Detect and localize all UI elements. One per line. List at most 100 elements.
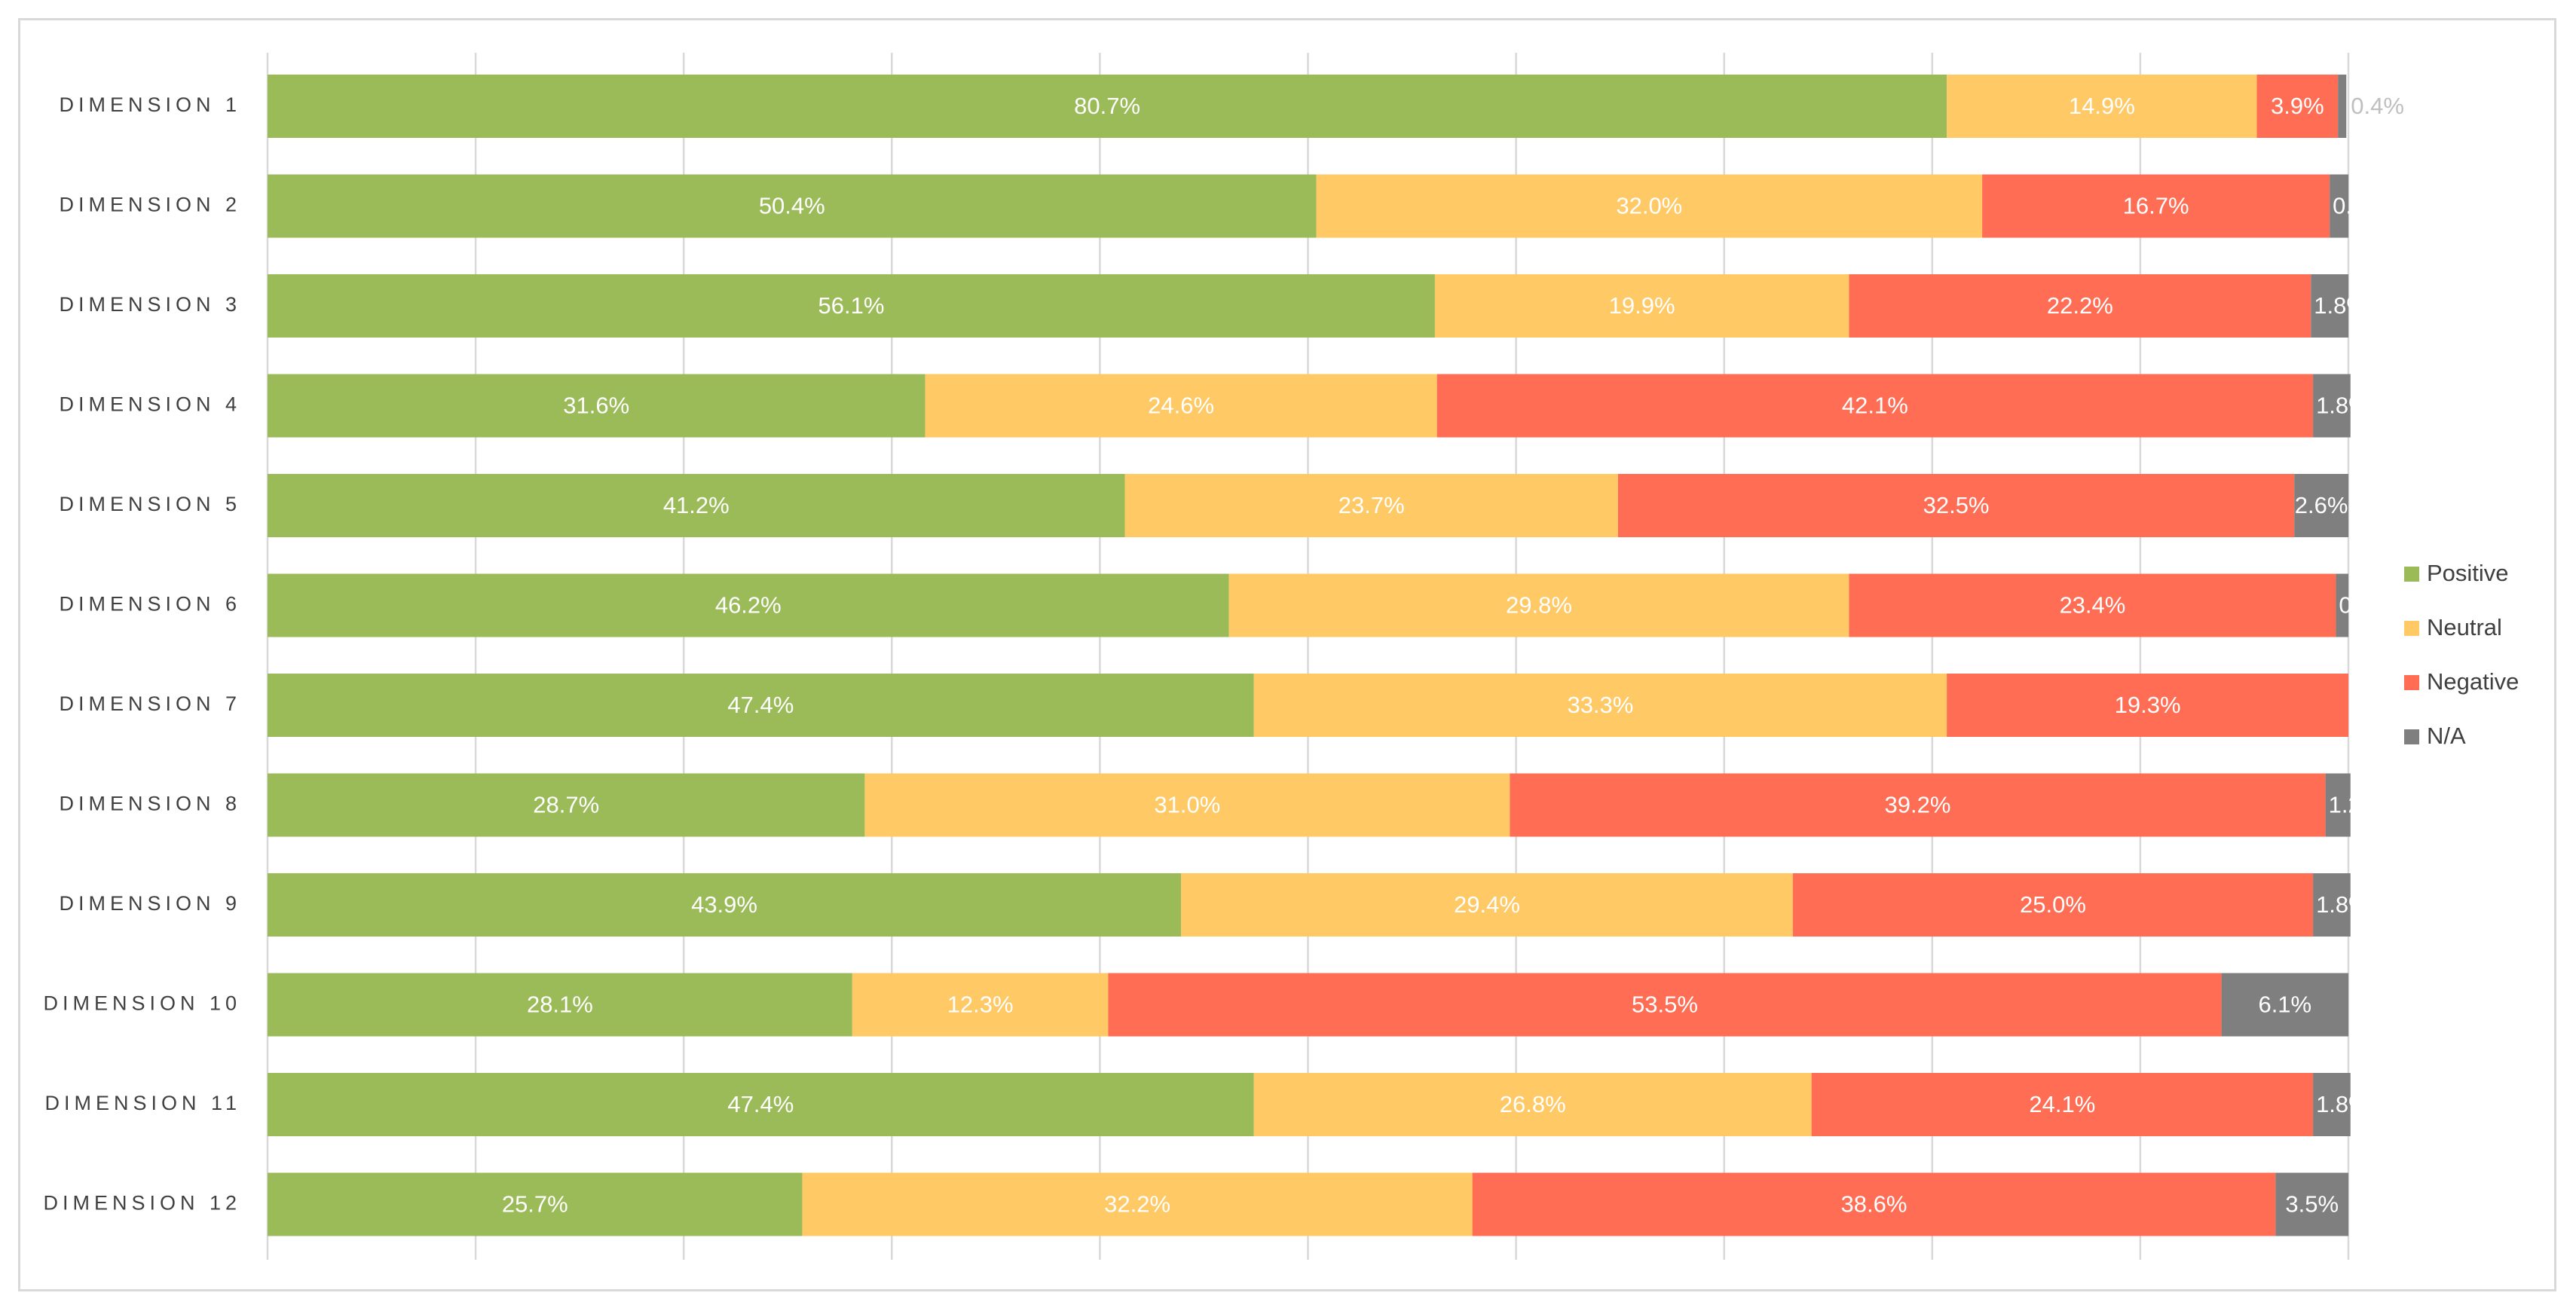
- data-label: 31.6%: [563, 393, 629, 419]
- legend-swatch: [2404, 729, 2419, 744]
- category-label: DIMENSION 6: [59, 593, 241, 616]
- data-label: 24.1%: [2029, 1091, 2095, 1117]
- bar-segment-neutral: [1253, 1073, 1812, 1136]
- bar-segment-positive: [268, 75, 1947, 138]
- data-label: 14.9%: [2069, 93, 2135, 119]
- category-label: DIMENSION 2: [59, 194, 241, 216]
- category-label: DIMENSION 12: [43, 1192, 241, 1215]
- data-label: 0.4%: [2351, 93, 2404, 119]
- bar-segment-neutral: [802, 1172, 1473, 1236]
- bar-segment-positive: [268, 573, 1229, 637]
- bar-segment-negative: [1472, 1172, 2276, 1236]
- bar-segment-negative: [2256, 75, 2339, 138]
- bar-segment-positive: [268, 374, 925, 438]
- data-label: 29.8%: [1506, 592, 1572, 619]
- bar-segment-negative: [1947, 674, 2348, 737]
- bar-segment-negative: [1436, 374, 2314, 438]
- data-label: 46.2%: [715, 592, 782, 619]
- bar-segment-na: [2336, 573, 2348, 637]
- data-label: 47.4%: [727, 692, 794, 718]
- data-label: 12.3%: [947, 992, 1014, 1018]
- data-label: 56.1%: [818, 292, 885, 319]
- bar-segment-positive: [268, 174, 1317, 238]
- bar-segment-neutral: [864, 773, 1510, 837]
- data-label: 23.7%: [1338, 492, 1405, 518]
- bar-segment-na: [2338, 75, 2347, 138]
- category-label: DIMENSION 8: [59, 793, 241, 815]
- bar-segment-neutral: [1253, 674, 1947, 737]
- bar-segment-neutral: [1181, 873, 1793, 937]
- data-label: 25.7%: [502, 1191, 568, 1218]
- data-label: 50.4%: [759, 193, 825, 219]
- data-label: 47.4%: [727, 1091, 794, 1117]
- data-label: 28.7%: [533, 792, 599, 818]
- data-label: 32.5%: [1923, 492, 1990, 518]
- data-label: 80.7%: [1074, 93, 1140, 119]
- bar-segment-na: [2330, 174, 2348, 238]
- data-label: 26.8%: [1500, 1091, 1566, 1117]
- bar-segment-na: [2294, 474, 2348, 537]
- bar-segment-positive: [268, 973, 852, 1037]
- category-label: DIMENSION 11: [44, 1092, 241, 1114]
- bar-segment-negative: [1617, 474, 2295, 537]
- data-label: 1.8%: [2316, 891, 2369, 918]
- data-label: 29.4%: [1454, 891, 1520, 918]
- legend-swatch: [2404, 621, 2419, 636]
- data-label: 2.6%: [2295, 492, 2348, 518]
- data-label: 19.9%: [1609, 292, 1675, 319]
- data-label: 33.3%: [1567, 692, 1633, 718]
- bar-segment-neutral: [1124, 474, 1618, 537]
- bar-segment-neutral: [925, 374, 1437, 438]
- bar-segment-positive: [268, 873, 1182, 937]
- data-label: 3.9%: [2271, 93, 2324, 119]
- legend-swatch: [2404, 675, 2419, 690]
- bar-segment-positive: [268, 274, 1435, 338]
- data-label: 19.3%: [2115, 692, 2181, 718]
- data-label: 6.1%: [2258, 992, 2311, 1018]
- data-label: 32.2%: [1104, 1191, 1170, 1218]
- bar-segment-neutral: [1947, 75, 2257, 138]
- data-label: 31.0%: [1154, 792, 1220, 818]
- bar-segment-neutral: [1316, 174, 1983, 238]
- legend-entry: Neutral: [2427, 614, 2502, 640]
- bar-segment-neutral: [1228, 573, 1849, 637]
- bar-segment-neutral: [1434, 274, 1849, 338]
- data-label: 43.9%: [691, 891, 757, 918]
- bar-segment-na: [2313, 873, 2351, 937]
- category-label: DIMENSION 9: [59, 892, 241, 915]
- bar-segment-positive: [268, 674, 1254, 737]
- category-label: DIMENSION 4: [59, 393, 241, 416]
- legend-swatch: [2404, 567, 2419, 582]
- bar-segment-na: [2275, 1172, 2348, 1236]
- data-label: 53.5%: [1632, 992, 1698, 1018]
- bar-segment-na: [2325, 773, 2351, 837]
- data-label: 39.2%: [1885, 792, 1951, 818]
- data-label: 41.2%: [663, 492, 730, 518]
- data-label: 1.8%: [2314, 292, 2367, 319]
- category-label: DIMENSION 3: [59, 293, 241, 316]
- data-label: 22.2%: [2047, 292, 2113, 319]
- bar-segment-negative: [1792, 873, 2314, 937]
- bar-segment-negative: [1108, 973, 2222, 1037]
- category-label: DIMENSION 1: [59, 93, 241, 116]
- bar-segment-na: [2221, 973, 2348, 1037]
- category-label: DIMENSION 5: [59, 493, 241, 515]
- data-label: 25.0%: [2020, 891, 2086, 918]
- bar-segment-positive: [268, 773, 865, 837]
- data-label: 23.4%: [2059, 592, 2125, 619]
- data-label: 0.6%: [2339, 592, 2392, 619]
- bar-segment-negative: [1982, 174, 2330, 238]
- bar-segment-positive: [268, 1073, 1254, 1136]
- bar-segment-negative: [1849, 573, 2336, 637]
- data-label: 3.5%: [2285, 1191, 2339, 1218]
- data-label: 1.2%: [2329, 792, 2382, 818]
- data-label: 38.6%: [1841, 1191, 1908, 1218]
- category-label: DIMENSION 7: [59, 692, 241, 715]
- data-label: 24.6%: [1148, 393, 1214, 419]
- data-label: 1.8%: [2316, 393, 2369, 419]
- bar-segment-positive: [268, 1172, 803, 1236]
- bar-segment-na: [2311, 274, 2348, 338]
- bar-segment-na: [2313, 1073, 2351, 1136]
- bar-segment-na: [2313, 374, 2351, 438]
